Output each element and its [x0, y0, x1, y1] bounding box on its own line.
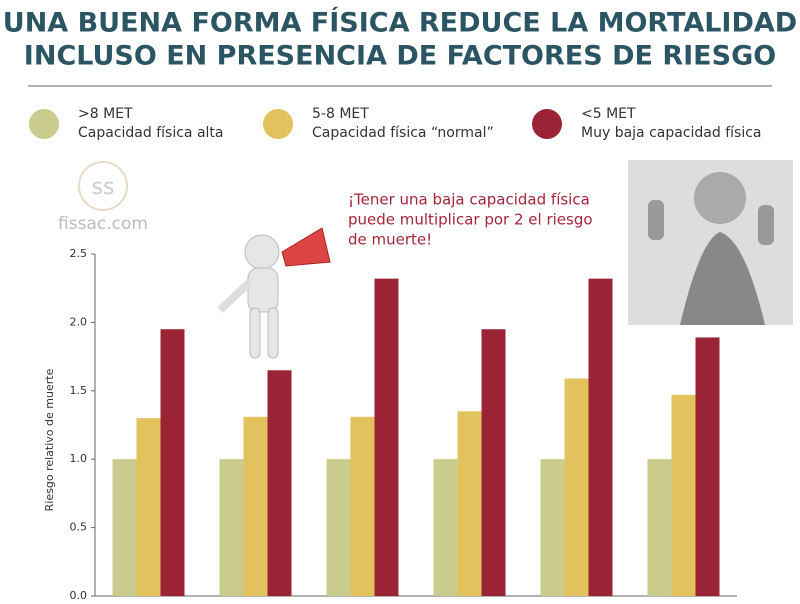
annotation: ¡Tener una baja capacidad física — [348, 191, 590, 209]
logo: ss fissac.com — [58, 161, 148, 234]
legend-description: Capacidad física “normal” — [312, 125, 494, 141]
bar — [433, 459, 458, 596]
woman-figure — [628, 160, 793, 325]
bar — [243, 416, 268, 596]
legend-swatch — [29, 109, 59, 139]
bar — [695, 337, 720, 596]
bar — [647, 459, 672, 596]
bar — [267, 370, 292, 596]
legend-description: Muy baja capacidad física — [581, 125, 761, 141]
y-tick-label: 0.0 — [70, 589, 88, 600]
watermark: fissac.com — [58, 214, 148, 234]
bar — [540, 459, 565, 596]
y-tick-label: 2.5 — [70, 247, 88, 260]
bar — [326, 459, 351, 596]
bar — [136, 418, 161, 596]
legend-label: <5 MET — [581, 106, 636, 122]
bar — [481, 329, 506, 596]
legend-label: 5-8 MET — [312, 106, 369, 122]
bar — [671, 394, 696, 596]
y-tick-label: 0.5 — [70, 521, 88, 534]
bar — [112, 459, 137, 596]
bar — [160, 329, 185, 596]
y-tick-label: 2.0 — [70, 315, 88, 328]
legend-label: >8 MET — [78, 106, 133, 122]
bar — [374, 278, 399, 596]
y-tick-label: 1.0 — [70, 452, 88, 465]
bar — [564, 378, 589, 596]
megaphone-figure — [217, 227, 331, 359]
chart-title: INCLUSO EN PRESENCIA DE FACTORES DE RIES… — [24, 41, 776, 72]
chart-title: UNA BUENA FORMA FÍSICA REDUCE LA MORTALI… — [3, 7, 797, 39]
annotation: puede multiplicar por 2 el riesgo — [348, 211, 593, 229]
bar — [219, 459, 244, 596]
svg-text:ss: ss — [92, 175, 115, 200]
legend-swatch — [263, 109, 293, 139]
bar — [350, 416, 375, 596]
bar — [588, 278, 613, 596]
legend-swatch — [532, 109, 562, 139]
annotation: de muerte! — [348, 231, 432, 249]
bar — [457, 411, 482, 596]
y-tick-label: 1.5 — [70, 384, 88, 397]
legend-description: Capacidad física alta — [78, 125, 223, 141]
y-axis-label: Riesgo relativo de muerte — [43, 368, 56, 511]
